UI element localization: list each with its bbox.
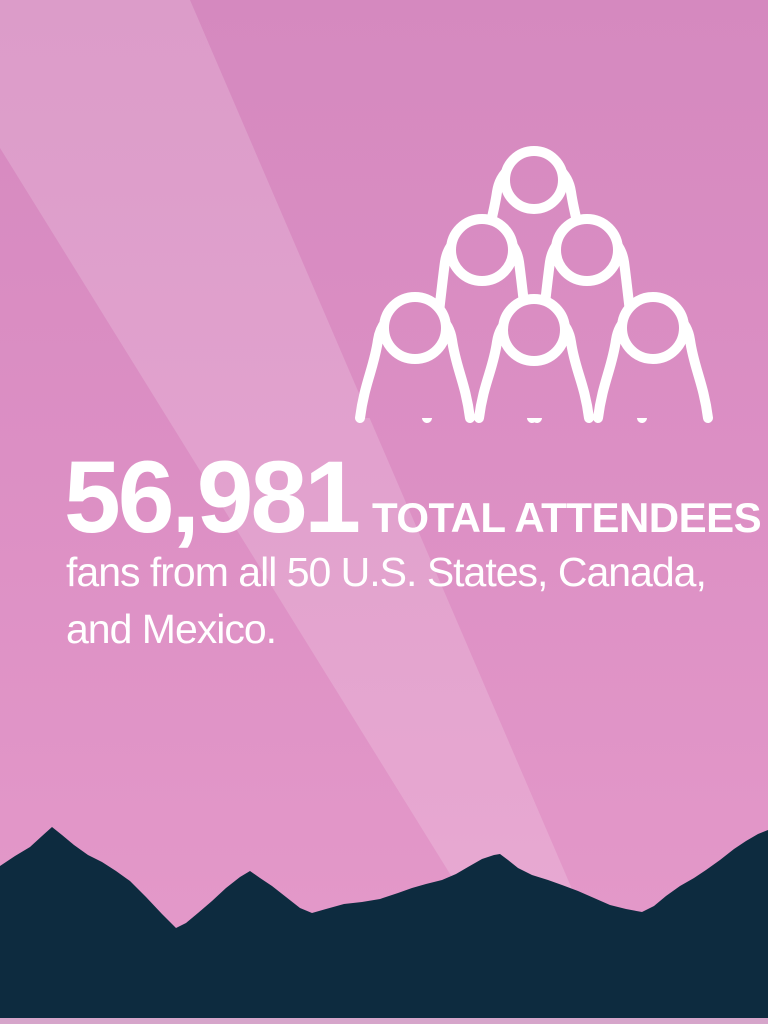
stat-description: fans from all 50 U.S. States, Canada, an…: [66, 544, 707, 658]
footer-strip: [0, 1018, 768, 1024]
mountain-silhouette: [0, 827, 768, 1024]
person-bottom-center: [474, 294, 594, 423]
person-bottom-right: [593, 292, 713, 423]
crowd-attendees-icon: [355, 146, 713, 423]
light-ray: [0, 0, 630, 1024]
person-bottom-left: [355, 292, 475, 423]
stat-value: 56,981: [64, 440, 361, 554]
stat-description-line1: fans from all 50 U.S. States, Canada,: [66, 549, 707, 595]
stat-description-line2: and Mexico.: [66, 606, 277, 652]
stat-label: TOTAL ATTENDEES: [371, 494, 762, 541]
stat-row: 56,981 TOTAL ATTENDEES: [64, 440, 762, 554]
